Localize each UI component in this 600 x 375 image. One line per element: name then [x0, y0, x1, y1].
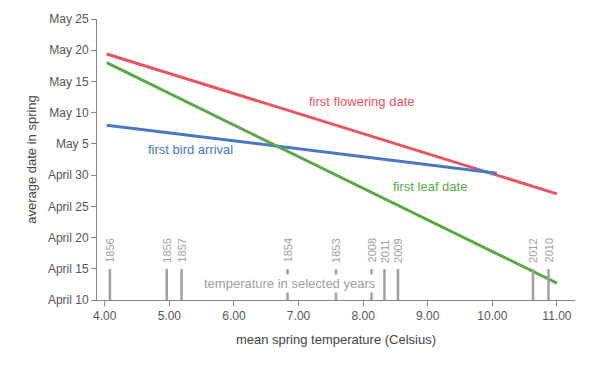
svg-text:May 25: May 25 — [49, 12, 89, 26]
svg-text:7.00: 7.00 — [287, 309, 311, 323]
svg-text:6.00: 6.00 — [222, 309, 246, 323]
svg-text:11.00: 11.00 — [542, 309, 571, 323]
svg-text:1854: 1854 — [282, 238, 294, 262]
svg-text:April 20: April 20 — [48, 231, 89, 245]
svg-text:2010: 2010 — [543, 238, 555, 262]
svg-text:1855: 1855 — [161, 238, 173, 262]
svg-text:2008: 2008 — [366, 238, 378, 262]
svg-text:May 10: May 10 — [49, 106, 89, 120]
svg-text:8.00: 8.00 — [351, 309, 375, 323]
svg-text:4.00: 4.00 — [93, 309, 117, 323]
svg-text:first flowering date: first flowering date — [309, 94, 415, 109]
svg-text:2012: 2012 — [527, 238, 539, 262]
svg-text:mean spring temperature (Celsi: mean spring temperature (Celsius) — [236, 332, 436, 347]
svg-text:first bird arrival: first bird arrival — [148, 142, 233, 157]
svg-text:1853: 1853 — [330, 238, 342, 262]
svg-text:temperature in selected years: temperature in selected years — [204, 276, 376, 291]
svg-text:May 5: May 5 — [56, 137, 89, 151]
svg-text:April 25: April 25 — [48, 200, 89, 214]
svg-text:April 15: April 15 — [48, 262, 89, 276]
svg-text:May 20: May 20 — [49, 43, 89, 57]
svg-text:5.00: 5.00 — [158, 309, 182, 323]
svg-text:April 10: April 10 — [48, 293, 89, 307]
svg-text:April 30: April 30 — [48, 168, 89, 182]
svg-text:May 15: May 15 — [49, 75, 89, 89]
svg-text:9.00: 9.00 — [416, 309, 440, 323]
svg-text:first leaf date: first leaf date — [393, 179, 467, 194]
svg-text:average date in spring: average date in spring — [24, 95, 39, 224]
svg-text:2009: 2009 — [392, 238, 404, 262]
svg-text:1857: 1857 — [176, 238, 188, 262]
svg-text:2011: 2011 — [379, 240, 391, 264]
svg-text:1856: 1856 — [104, 238, 116, 262]
svg-text:10.00: 10.00 — [477, 309, 507, 323]
